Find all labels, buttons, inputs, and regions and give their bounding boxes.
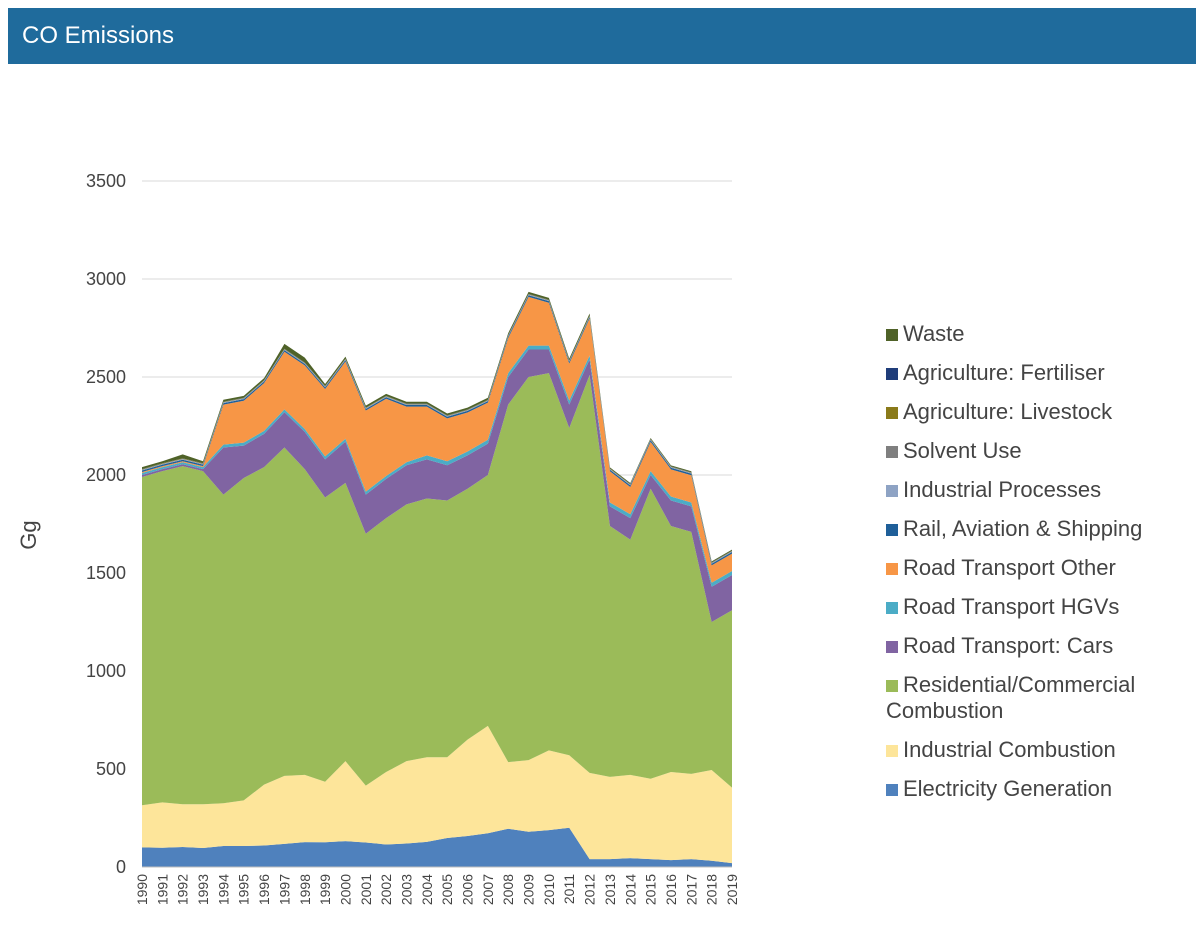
legend-item: Solvent Use [886,438,1191,464]
legend-label: Solvent Use [903,438,1022,463]
x-tick-label: 2018 [704,874,720,905]
legend-label: Electricity Generation [903,776,1113,801]
legend-swatch [886,485,898,497]
x-tick-label: 2016 [663,874,679,905]
legend-swatch [886,407,898,419]
y-tick-label: 500 [96,759,126,779]
legend-item: Agriculture: Livestock [886,399,1191,425]
y-axis-label: Gg [16,520,41,549]
x-tick-label: 2019 [724,874,740,905]
legend-label: Road Transport Other [903,555,1116,580]
x-tick-label: 2007 [480,874,496,905]
area [142,296,732,583]
y-tick-label: 1500 [86,563,126,583]
x-tick-label: 1991 [154,874,170,905]
x-tick-label: 2015 [643,874,659,905]
legend-label: Residential/Commercial Combustion [886,672,1136,723]
x-tick-label: 2000 [337,874,353,905]
legend-item: Road Transport: Cars [886,633,1191,659]
y-tick-label: 2500 [86,367,126,387]
legend-item: Residential/Commercial Combustion [886,672,1191,724]
legend-label: Agriculture: Livestock [903,399,1113,424]
legend-swatch [886,602,898,614]
x-tick-label: 1997 [276,874,292,905]
legend-swatch [886,368,898,380]
x-tick-label: 2001 [358,874,374,905]
x-tick-label: 2010 [541,874,557,905]
legend-label: Industrial Processes [903,477,1102,502]
legend-label: Road Transport: Cars [903,633,1114,658]
x-tick-label: 2013 [602,874,618,905]
x-tick-label: 2004 [419,874,435,905]
legend-label: Industrial Combustion [903,737,1116,762]
x-tick-label: 1996 [256,874,272,905]
x-tick-label: 2014 [622,874,638,905]
x-tick-label: 2003 [398,874,414,905]
legend-item: Road Transport HGVs [886,594,1191,620]
x-tick-label: 1998 [297,874,313,905]
y-tick-label: 0 [116,857,126,877]
x-tick-label: 1992 [175,874,191,905]
legend-swatch [886,329,898,341]
legend-swatch [886,563,898,575]
legend-item: Agriculture: Fertiliser [886,360,1191,386]
legend-swatch [886,680,898,692]
x-tick-label: 2006 [460,874,476,905]
x-tick-label: 2002 [378,874,394,905]
x-tick-label: 1993 [195,874,211,905]
x-tick-label: 2008 [500,874,516,905]
legend-swatch [886,784,898,796]
legend-swatch [886,641,898,653]
legend-swatch [886,446,898,458]
y-tick-label: 3500 [86,171,126,191]
x-tick-label: 2005 [439,874,455,905]
x-tick-label: 1999 [317,874,333,905]
x-tick-label: 2011 [561,874,577,904]
legend-label: Rail, Aviation & Shipping [903,516,1143,541]
x-tick-label: 1994 [215,874,231,905]
area [142,827,732,867]
legend-item: Electricity Generation [886,776,1191,802]
legend-item: Rail, Aviation & Shipping [886,516,1191,542]
area [142,725,732,864]
legend-label: Agriculture: Fertiliser [903,360,1105,385]
legend: Waste Agriculture: Fertiliser Agriculture:… [886,321,1191,815]
area [142,373,732,806]
legend-item: Road Transport Other [886,555,1191,581]
x-tick-label: 1990 [134,874,150,905]
legend-item: Waste [886,321,1191,347]
x-tick-label: 2017 [683,874,699,905]
legend-swatch [886,524,898,536]
x-tick-label: 2009 [521,874,537,905]
x-tick-label: 1995 [236,874,252,905]
legend-swatch [886,745,898,757]
y-tick-label: 2000 [86,465,126,485]
legend-item: Industrial Combustion [886,737,1191,763]
x-tick-label: 2012 [582,874,598,905]
legend-item: Industrial Processes [886,477,1191,503]
legend-label: Road Transport HGVs [903,594,1120,619]
area [142,349,732,622]
y-tick-label: 1000 [86,661,126,681]
header-title: CO Emissions [8,8,1196,64]
legend-label: Waste [903,321,965,346]
y-tick-label: 3000 [86,269,126,289]
